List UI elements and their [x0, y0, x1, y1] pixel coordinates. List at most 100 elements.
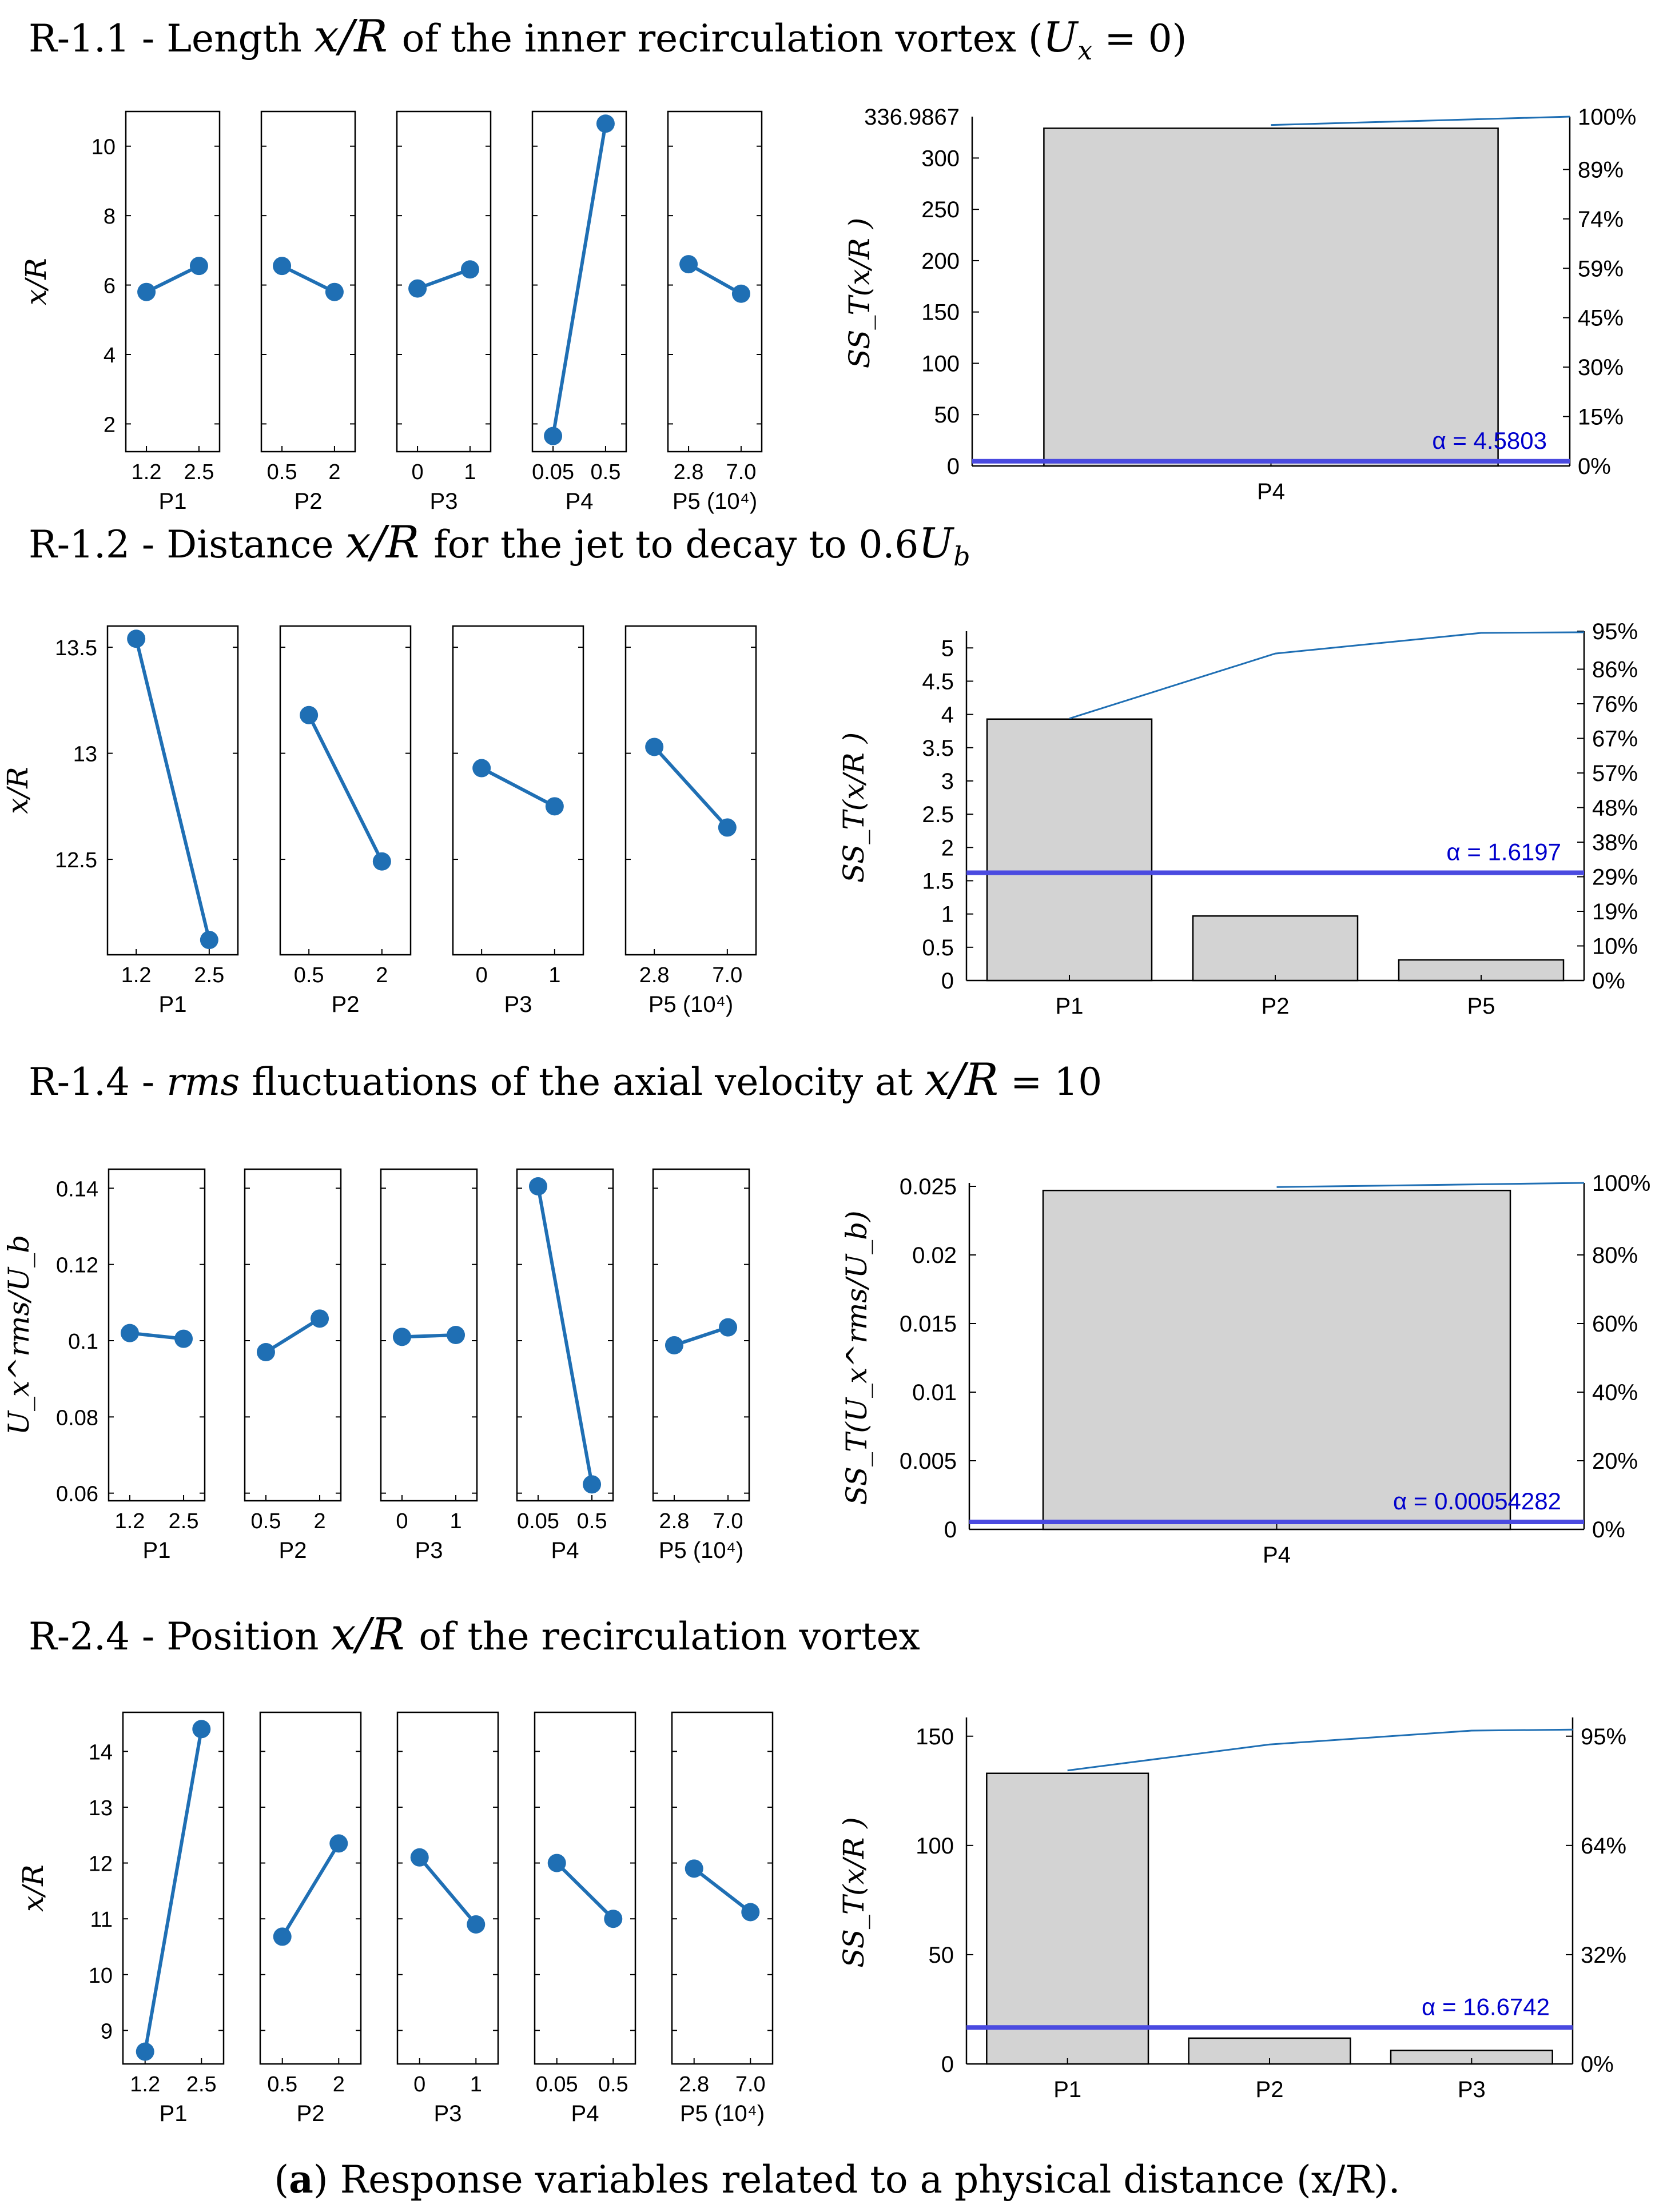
- panel-frame: [260, 110, 356, 453]
- effect-point: [273, 1927, 292, 1946]
- y-tick-label: 100: [916, 1834, 954, 1859]
- factor-label: P3: [415, 1538, 443, 1563]
- main-effects-1: x/R 12.5 13 13.5 1.2 2.5 P1 0.5 2 P2 0 1 P3 2.8 7.0 P5 …: [1, 625, 757, 1017]
- x-tick-label: 0.5: [598, 2072, 628, 2097]
- x-tick-label: 1: [464, 460, 476, 484]
- x-tick-label: P4: [1257, 479, 1285, 504]
- factor-label: P5 (10⁴): [673, 489, 757, 514]
- effect-point: [645, 738, 664, 756]
- effect-point: [410, 1848, 429, 1867]
- effect-point: [596, 114, 615, 133]
- y-axis-label: x/R: [17, 1864, 50, 1912]
- panel-P3: 0 1P3: [396, 1711, 499, 2126]
- pareto-chart-3: 0 50 100 150 0% 32% 64% 95% P1 P2 P3 α = 16.6742 SS_…: [837, 1717, 1626, 2102]
- factor-label: P5 (10⁴): [680, 2101, 765, 2126]
- right-tick-label: 59%: [1578, 256, 1624, 281]
- panel-frame: [667, 110, 763, 453]
- right-tick-label: 100%: [1592, 1171, 1650, 1196]
- effect-point: [273, 257, 292, 276]
- panel-frame: [380, 1168, 478, 1502]
- factor-label: P3: [504, 992, 532, 1017]
- chart-title: R-1.2 - Distance x/R for the jet to deca…: [29, 517, 970, 572]
- x-tick-label: 0.5: [267, 460, 297, 484]
- panel-frame: [122, 1711, 225, 2065]
- y-tick-label: 0.12: [56, 1254, 98, 1278]
- panel-frame: [452, 625, 584, 956]
- x-tick-label: 1.2: [121, 963, 152, 987]
- effect-line: [555, 1862, 615, 1920]
- title-math: x/R: [314, 11, 402, 62]
- pareto-bar: [986, 718, 1153, 982]
- chart-title-R-2.4: R-2.4 - Position x/R of the recirculatio…: [29, 1609, 920, 1660]
- caption-letter: a: [289, 2157, 313, 2202]
- x-tick-label: 2.5: [184, 460, 214, 484]
- y-tick-label: 13.5: [55, 636, 97, 660]
- effect-point: [718, 818, 737, 837]
- y-tick-label: 2: [104, 413, 116, 437]
- effect-line: [143, 1728, 204, 2052]
- y-tick-label: 12.5: [55, 848, 97, 872]
- title-rest: for the jet to decay to 0.6: [433, 523, 918, 567]
- right-tick-label: 20%: [1592, 1449, 1638, 1474]
- title-code: R-1.4 -: [29, 1060, 166, 1104]
- right-tick-label: 0%: [1592, 969, 1625, 994]
- panel-frame: [108, 1168, 206, 1502]
- effect-point: [311, 1309, 329, 1328]
- y-tick-label: 50: [934, 402, 960, 428]
- main-effects-3: x/R 9 10 11 12 13 14 1.2 2.5 P1 0.5 2 P2 0 1 P3 0.05 0.5 P…: [17, 1711, 774, 2126]
- effect-line: [417, 268, 471, 290]
- x-tick-label: 2.5: [169, 1509, 199, 1533]
- y-tick-label: 4: [104, 344, 116, 368]
- effect-point: [741, 1903, 760, 1922]
- y-tick-label: 0.02: [912, 1243, 957, 1268]
- panel-frame: [259, 1711, 362, 2065]
- x-tick-label: 1.2: [132, 460, 162, 484]
- panel-frame: [396, 1711, 499, 2065]
- right-tick-label: 95%: [1581, 1724, 1626, 1749]
- effect-point: [460, 260, 479, 279]
- y-tick-label: 0: [941, 969, 954, 994]
- x-tick-label: 2.8: [639, 963, 670, 987]
- right-tick-label: 29%: [1592, 865, 1638, 890]
- effect-point: [120, 1324, 139, 1342]
- x-tick-label: P2: [1256, 2077, 1284, 2102]
- right-tick-label: 100%: [1578, 105, 1636, 130]
- pareto-chart-1: 0 0.5 1 1.5 2 2.5 3 3.5 4 4.5 5 0% 10% 19% 29% 38% 48% 57…: [837, 619, 1638, 1019]
- panel-frame: [396, 110, 492, 453]
- title-math: x/R: [331, 1609, 419, 1660]
- panel-frame: [516, 1168, 614, 1502]
- y-tick-label: 13: [89, 1796, 113, 1820]
- panel-P4: 0.05 0.5 P4: [534, 1711, 636, 2126]
- panel-P1: 0.06 0.08 0.1 0.12 0.14 1.2 2.5 P1: [56, 1168, 206, 1563]
- panel-P510: 2.8 7.0 P5 (10⁴): [667, 110, 763, 514]
- effect-point: [472, 759, 491, 778]
- y-tick-label: 0.1: [68, 1330, 98, 1354]
- y-tick-label: 0.005: [900, 1449, 957, 1474]
- right-tick-label: 32%: [1581, 1943, 1626, 1968]
- effect-point: [174, 1329, 193, 1348]
- right-tick-label: 60%: [1592, 1312, 1638, 1337]
- x-tick-label: 1: [449, 1509, 461, 1533]
- x-tick-label: 0: [412, 460, 424, 484]
- y-tick-label: 250: [921, 197, 960, 222]
- panel-P1: 12.5 13 13.5 1.2 2.5 P1: [55, 625, 239, 1017]
- panel-P4: 0.05 0.5 P4: [531, 110, 627, 514]
- right-tick-label: 0%: [1581, 2052, 1614, 2077]
- panel-frame: [106, 625, 239, 956]
- pareto-bar: [1042, 1189, 1511, 1531]
- panel-frame: [531, 110, 627, 453]
- factor-label: P2: [295, 489, 323, 514]
- panel-P1: 2 4 6 8 10 1.2 2.5 P1: [91, 110, 221, 514]
- effect-point: [719, 1318, 738, 1337]
- title-rest: fluctuations of the axial velocity at: [240, 1060, 925, 1104]
- title-code: R-1.2 - Distance: [29, 523, 346, 567]
- x-tick-label: 1: [470, 2072, 482, 2097]
- title-math2: U: [1043, 13, 1079, 61]
- effect-line: [265, 1317, 321, 1354]
- y-axis-label: x/R: [19, 258, 53, 305]
- effect-point: [467, 1915, 486, 1934]
- panel-P3: 0 1P3: [380, 1168, 478, 1563]
- x-tick-label: P2: [1262, 994, 1290, 1019]
- y-tick-label: 10: [91, 135, 116, 160]
